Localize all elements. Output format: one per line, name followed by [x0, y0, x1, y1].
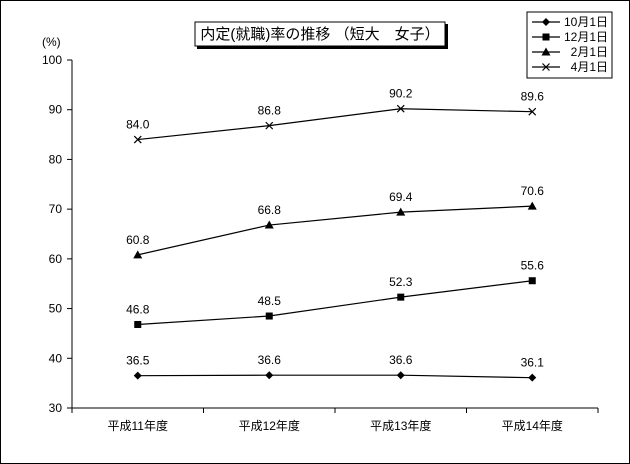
legend-label: 12月1日	[564, 30, 608, 44]
data-label: 52.3	[389, 275, 413, 289]
data-point	[133, 250, 143, 259]
y-tick-label: 70	[49, 202, 63, 216]
data-label: 60.8	[126, 233, 150, 247]
data-label: 69.4	[389, 190, 413, 204]
series-line	[137, 280, 533, 326]
legend-marker	[542, 33, 550, 41]
y-axis-unit-label: (%)	[42, 35, 61, 49]
data-point	[265, 371, 274, 380]
data-point	[527, 201, 537, 210]
data-label: 84.0	[126, 118, 150, 132]
legend-label: 4月1日	[571, 60, 608, 74]
data-label: 36.6	[389, 353, 413, 367]
y-axis-ticks: 30 40 50 60 70 80 90 100	[42, 53, 72, 415]
x-tick-label: 平成11年度	[108, 418, 168, 433]
data-label: 36.1	[521, 356, 545, 370]
y-tick-label: 50	[49, 302, 63, 316]
legend-marker	[541, 47, 551, 56]
data-label: 36.5	[126, 354, 150, 368]
series-3: 60.8 66.8 69.4 70.6	[126, 184, 545, 259]
data-label: 86.8	[258, 104, 282, 118]
legend-label: 10月1日	[564, 15, 608, 29]
series-line	[137, 108, 533, 141]
series-2: 46.8 48.5 52.3 55.6	[126, 259, 544, 328]
series-1: 36.5 36.6 36.6 36.1	[126, 353, 545, 382]
x-tick-label: 平成14年度	[502, 418, 563, 433]
data-point	[265, 121, 274, 130]
data-point	[264, 220, 274, 229]
x-tick-label: 平成13年度	[370, 418, 431, 433]
x-axis-ticks: 平成11年度 平成12年度 平成13年度 平成14年度	[71, 408, 599, 433]
y-tick-label: 80	[49, 152, 63, 166]
data-label: 70.6	[521, 184, 545, 198]
data-label: 89.6	[521, 90, 545, 104]
series-line	[137, 374, 533, 379]
y-tick-label: 100	[42, 53, 62, 67]
data-point	[528, 373, 537, 382]
data-label: 55.6	[521, 259, 545, 273]
data-point	[396, 207, 406, 216]
x-tick-label: 平成12年度	[239, 418, 300, 433]
data-point	[133, 135, 142, 144]
chart-title: 内定(就職)率の推移 （短大 女子）	[200, 25, 439, 43]
series-4: 84.0 86.8 90.2 89.6	[126, 87, 545, 144]
y-tick-label: 90	[49, 103, 63, 117]
data-label: 66.8	[258, 203, 282, 217]
data-label: 36.6	[258, 353, 282, 367]
data-point	[396, 104, 405, 113]
legend-label: 2月1日	[571, 45, 608, 59]
legend-marker	[542, 18, 550, 26]
y-tick-label: 30	[49, 401, 63, 415]
data-point	[397, 293, 405, 301]
data-label: 46.8	[126, 302, 150, 316]
series-line	[137, 205, 533, 256]
data-point	[265, 312, 273, 320]
data-point	[134, 320, 142, 328]
data-label: 90.2	[389, 87, 413, 101]
y-tick-label: 40	[49, 351, 63, 365]
data-point	[133, 371, 142, 380]
y-tick-label: 60	[49, 252, 63, 266]
legend-marker	[542, 63, 550, 71]
data-point	[396, 371, 405, 380]
data-label: 48.5	[258, 294, 282, 308]
series-group: 36.5 36.6 36.6 36.1 46.8 48.5 52.3 55.6 60.8 66.8…	[126, 87, 544, 382]
chart-title-box: 内定(就職)率の推移 （短大 女子）	[194, 21, 448, 49]
data-point	[528, 277, 536, 285]
data-point	[528, 107, 537, 116]
